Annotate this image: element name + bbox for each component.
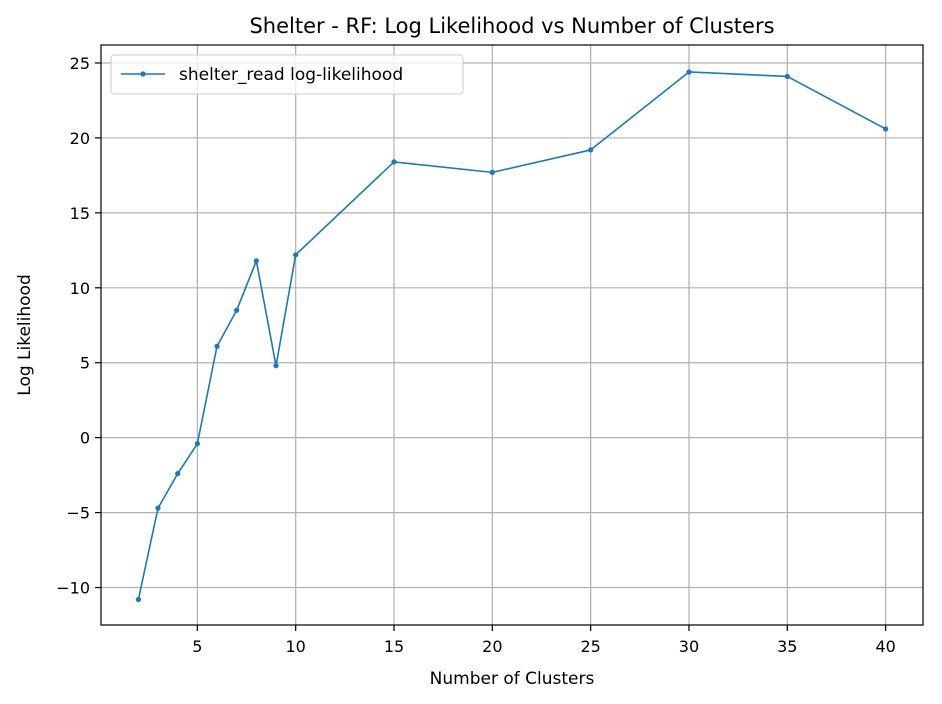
x-tick-label: 10: [286, 637, 306, 656]
legend-box: [110, 54, 464, 95]
x-tick-label: 20: [482, 637, 502, 656]
data-point: [253, 258, 259, 264]
data-point: [194, 441, 200, 447]
y-tick-label: 15: [70, 204, 90, 223]
data-point: [155, 505, 161, 511]
data-point: [175, 471, 181, 477]
y-tick-label: 20: [70, 129, 90, 148]
data-point: [293, 252, 299, 258]
y-tick-label: 0: [80, 429, 90, 448]
y-tick-label: −5: [66, 504, 90, 523]
data-point: [273, 363, 279, 369]
data-point: [135, 596, 141, 603]
grid: [101, 45, 923, 625]
data-point: [883, 126, 889, 132]
x-tick-label: 40: [875, 637, 895, 656]
data-point: [391, 159, 397, 165]
data-point: [214, 343, 220, 349]
y-tick-label: 5: [80, 354, 90, 373]
y-tick-label: −10: [56, 579, 90, 598]
legend-entry-label: shelter_read log-likelihood: [179, 65, 403, 85]
x-tick-label: 15: [384, 637, 404, 656]
data-point: [686, 69, 692, 75]
data-point: [588, 147, 594, 153]
data-point: [489, 169, 495, 175]
data-point: [784, 73, 790, 80]
axis-ticks: 5 10 15 20 25 30 35 40 −10 −5 0 5 10 15 20 25: [56, 54, 896, 656]
data-point: [234, 307, 240, 313]
x-tick-label: 5: [192, 637, 202, 656]
y-axis-label: Log Likelihood: [15, 274, 35, 395]
x-tick-label: 25: [580, 637, 600, 656]
chart-title: Shelter - RF: Log Likelihood vs Number o…: [249, 14, 774, 38]
x-tick-label: 35: [777, 637, 797, 656]
plot-frame: [100, 44, 924, 626]
legend-marker-swatch: [140, 71, 146, 77]
legend: shelter_read log-likelihood: [110, 54, 464, 95]
x-axis-label: Number of Clusters: [430, 669, 595, 689]
series-layer: [135, 69, 889, 603]
x-tick-label: 30: [679, 637, 699, 656]
y-tick-label: 10: [70, 279, 90, 298]
y-tick-label: 25: [70, 54, 90, 73]
